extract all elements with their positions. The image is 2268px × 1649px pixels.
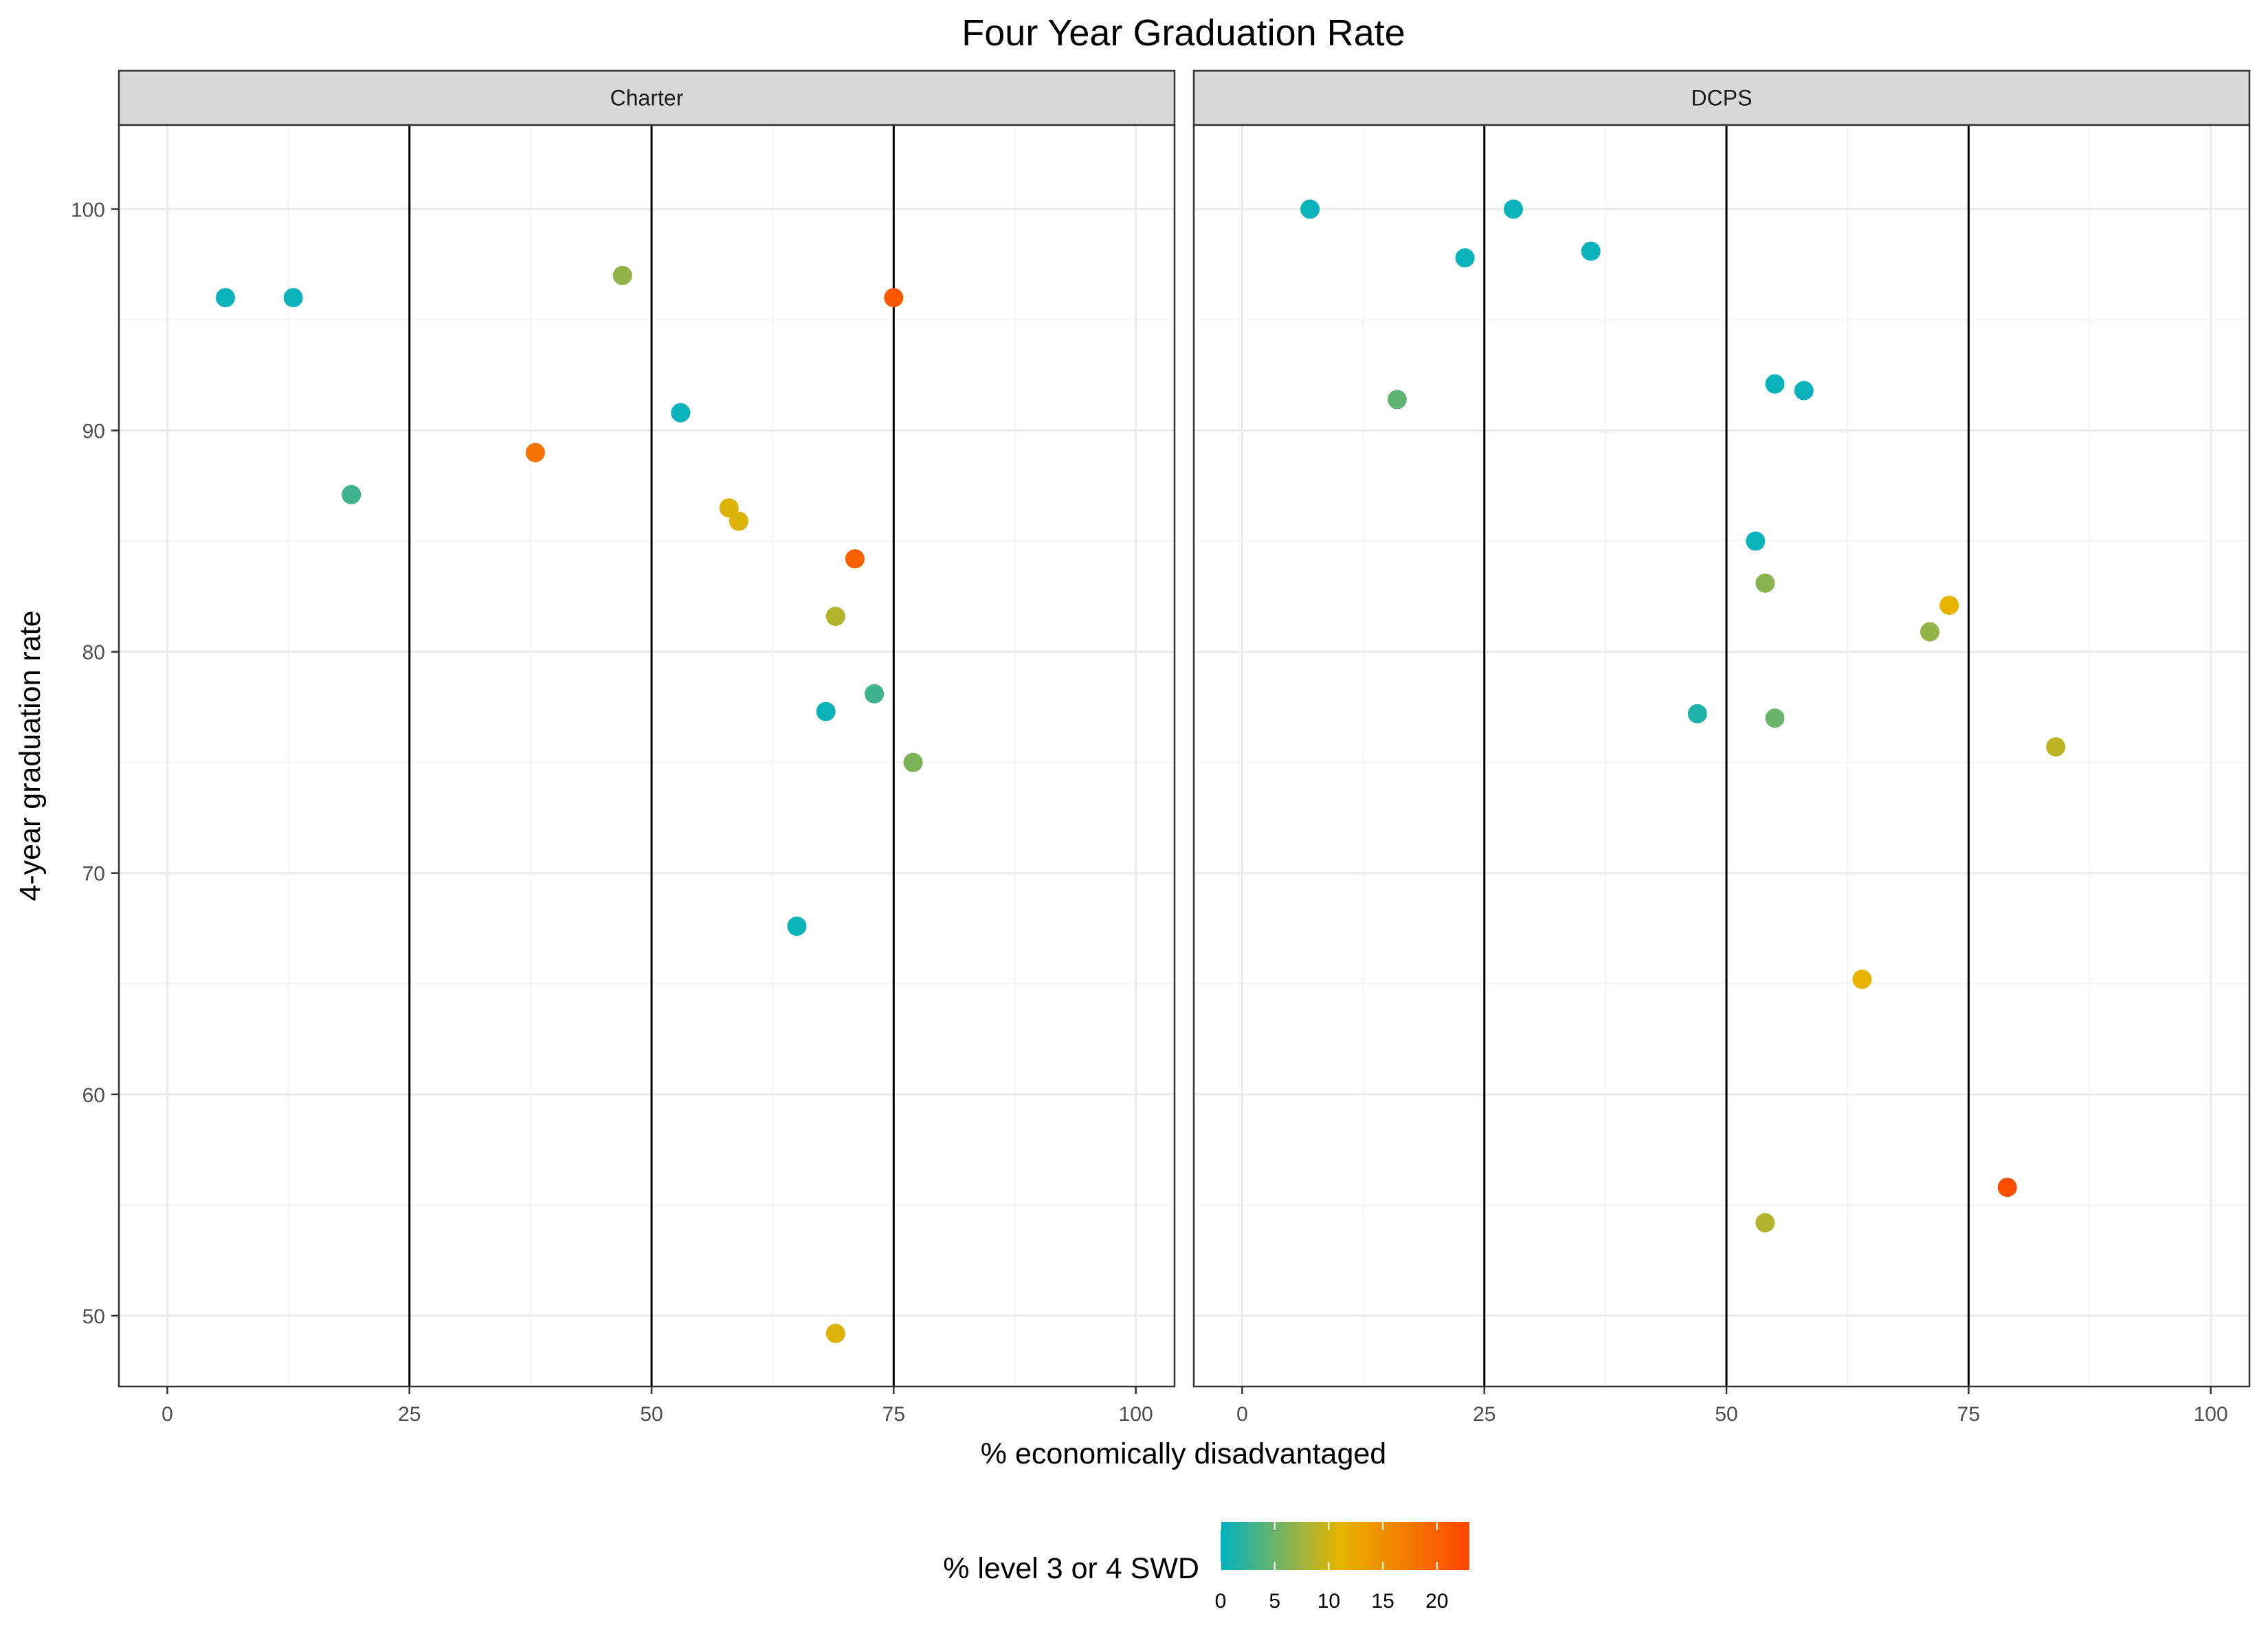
y-tick-label: 50 — [82, 1305, 105, 1328]
x-tick-label: 100 — [1119, 1403, 1153, 1426]
x-tick-label: 25 — [398, 1403, 421, 1426]
y-tick-label: 80 — [82, 642, 105, 664]
x-tick-label: 50 — [1715, 1403, 1737, 1426]
data-point — [1939, 595, 1959, 615]
panel-border — [118, 124, 1176, 1388]
x-tick-label: 0 — [162, 1403, 173, 1426]
facet-label: Charter — [610, 86, 684, 111]
x-tick-label: 25 — [1473, 1403, 1496, 1426]
panels: Charter 0 25 50 75 100 50 60 70 80 90 100 DCPS 0 25 50 7… — [71, 69, 2251, 1426]
data-point — [1581, 241, 1601, 261]
data-point — [1687, 704, 1707, 723]
plot-background — [1194, 125, 2249, 1387]
x-tick-label: 100 — [2194, 1403, 2228, 1426]
data-point — [825, 1323, 845, 1343]
y-tick-label: 90 — [82, 420, 105, 443]
data-point — [865, 684, 885, 704]
color-legend: % level 3 or 4 SWD 0 5 10 15 20 — [943, 1522, 1469, 1613]
data-point — [342, 484, 362, 504]
data-point — [612, 266, 632, 286]
y-tick-label: 60 — [82, 1084, 105, 1107]
panel-charter: Charter 0 25 50 75 100 50 60 70 80 90 100 — [71, 69, 1176, 1426]
facet-strip — [118, 69, 1176, 126]
data-point — [1765, 708, 1785, 728]
data-point — [903, 752, 923, 772]
data-point — [2046, 737, 2066, 757]
data-point — [1746, 531, 1766, 551]
x-tick-label: 50 — [640, 1403, 663, 1426]
y-axis-title: 4-year graduation rate — [14, 610, 47, 901]
data-point — [1755, 1213, 1775, 1233]
data-point — [787, 917, 807, 936]
data-point — [1852, 969, 1872, 989]
facet-label: DCPS — [1691, 86, 1753, 111]
data-point — [283, 288, 303, 308]
data-point — [1794, 381, 1814, 401]
legend-tick-label: 10 — [1318, 1590, 1340, 1613]
y-tick-label: 100 — [71, 199, 105, 221]
plot-background — [119, 125, 1175, 1387]
data-point — [1504, 199, 1524, 219]
legend-tick-label: 5 — [1269, 1590, 1280, 1613]
y-tick-label: 70 — [82, 863, 105, 886]
data-point — [825, 607, 845, 627]
data-point — [1765, 374, 1785, 394]
x-tick-label: 0 — [1236, 1403, 1248, 1426]
data-point — [1455, 248, 1475, 268]
panel-dcps: DCPS 0 25 50 75 100 — [1192, 69, 2251, 1426]
data-point — [1755, 573, 1775, 593]
legend-title: % level 3 or 4 SWD — [943, 1552, 1199, 1585]
x-tick-label: 75 — [882, 1403, 905, 1426]
data-point — [671, 403, 691, 423]
legend-tick-label: 20 — [1425, 1590, 1448, 1613]
data-point — [816, 702, 836, 721]
data-point — [1387, 390, 1407, 410]
data-point — [1920, 622, 1939, 642]
facet-strip — [1192, 69, 2251, 126]
data-point — [216, 288, 236, 308]
legend-ticks: 0 5 10 15 20 — [1215, 1522, 1448, 1613]
panel-border — [1192, 124, 2251, 1388]
legend-tick-label: 15 — [1371, 1590, 1394, 1613]
data-point — [845, 549, 865, 569]
x-tick-label: 75 — [1957, 1403, 1980, 1426]
legend-colorbar — [1221, 1522, 1469, 1570]
data-point — [719, 498, 739, 518]
x-axis-title: % economically disadvantaged — [981, 1437, 1386, 1470]
legend-tick-label: 0 — [1215, 1590, 1227, 1613]
data-point — [1300, 199, 1320, 219]
chart-title: Four Year Graduation Rate — [961, 12, 1405, 54]
data-point — [1997, 1178, 2017, 1198]
data-point — [729, 511, 748, 531]
data-point — [525, 442, 545, 462]
data-point — [884, 288, 904, 308]
